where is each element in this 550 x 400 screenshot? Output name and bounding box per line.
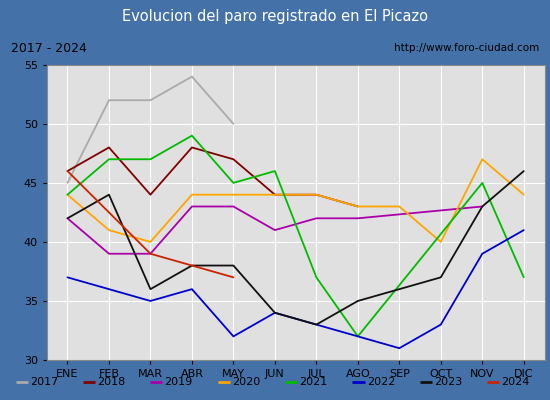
Text: 2019: 2019 xyxy=(164,377,192,387)
Text: 2017 - 2024: 2017 - 2024 xyxy=(11,42,87,55)
Text: 2017: 2017 xyxy=(30,377,58,387)
Text: http://www.foro-ciudad.com: http://www.foro-ciudad.com xyxy=(394,43,539,53)
Text: 2024: 2024 xyxy=(502,377,530,387)
Text: 2021: 2021 xyxy=(299,377,327,387)
Text: Evolucion del paro registrado en El Picazo: Evolucion del paro registrado en El Pica… xyxy=(122,10,428,24)
Text: 2023: 2023 xyxy=(434,377,462,387)
Text: 2020: 2020 xyxy=(232,377,260,387)
Text: 2018: 2018 xyxy=(97,377,125,387)
Text: 2022: 2022 xyxy=(367,377,395,387)
